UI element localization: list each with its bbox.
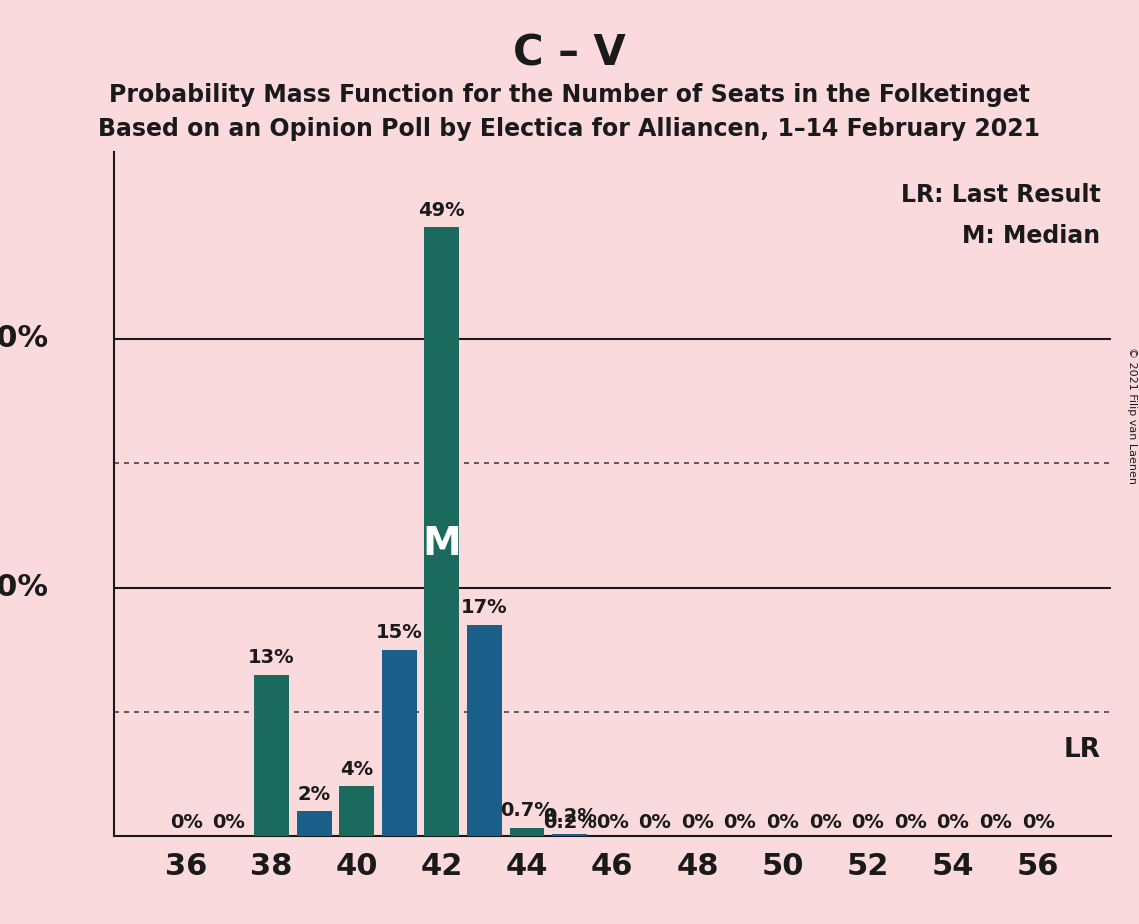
Text: C – V: C – V [514, 32, 625, 74]
Text: 0.2%: 0.2% [542, 813, 597, 833]
Text: © 2021 Filip van Laenen: © 2021 Filip van Laenen [1126, 347, 1137, 484]
Text: 15%: 15% [376, 624, 423, 642]
Text: 2%: 2% [297, 784, 330, 804]
Bar [382, 650, 417, 836]
Text: 0%: 0% [723, 813, 756, 833]
Text: 0.7%: 0.7% [500, 801, 554, 821]
Bar [509, 828, 544, 836]
Text: 0%: 0% [809, 813, 842, 833]
Text: Based on an Opinion Poll by Electica for Alliancen, 1–14 February 2021: Based on an Opinion Poll by Electica for… [98, 117, 1041, 141]
Text: 0%: 0% [851, 813, 884, 833]
Text: 20%: 20% [0, 573, 49, 602]
Text: 0%: 0% [170, 813, 203, 833]
Bar [339, 786, 374, 836]
Text: LR: LR [1064, 737, 1100, 763]
Text: 17%: 17% [461, 599, 508, 617]
Text: 4%: 4% [341, 760, 374, 779]
Text: 0%: 0% [936, 813, 969, 833]
Text: LR: Last Result: LR: Last Result [901, 183, 1100, 207]
Text: 13%: 13% [248, 648, 295, 667]
Text: M: M [423, 525, 461, 563]
Text: 0%: 0% [1022, 813, 1055, 833]
Text: 0%: 0% [980, 813, 1011, 833]
Text: M: Median: M: Median [962, 225, 1100, 249]
Text: 49%: 49% [418, 201, 465, 220]
Text: 0%: 0% [767, 813, 800, 833]
Text: 0%: 0% [894, 813, 927, 833]
Bar [552, 833, 587, 836]
Bar [467, 625, 502, 836]
Text: 0%: 0% [638, 813, 671, 833]
Bar [254, 675, 289, 836]
Bar [296, 811, 331, 836]
Text: 0%: 0% [213, 813, 245, 833]
Text: Probability Mass Function for the Number of Seats in the Folketinget: Probability Mass Function for the Number… [109, 83, 1030, 107]
Text: 0%: 0% [681, 813, 714, 833]
Text: 0%: 0% [596, 813, 629, 833]
Text: 40%: 40% [0, 324, 49, 354]
Bar [425, 227, 459, 836]
Text: 0.2%: 0.2% [542, 808, 597, 826]
